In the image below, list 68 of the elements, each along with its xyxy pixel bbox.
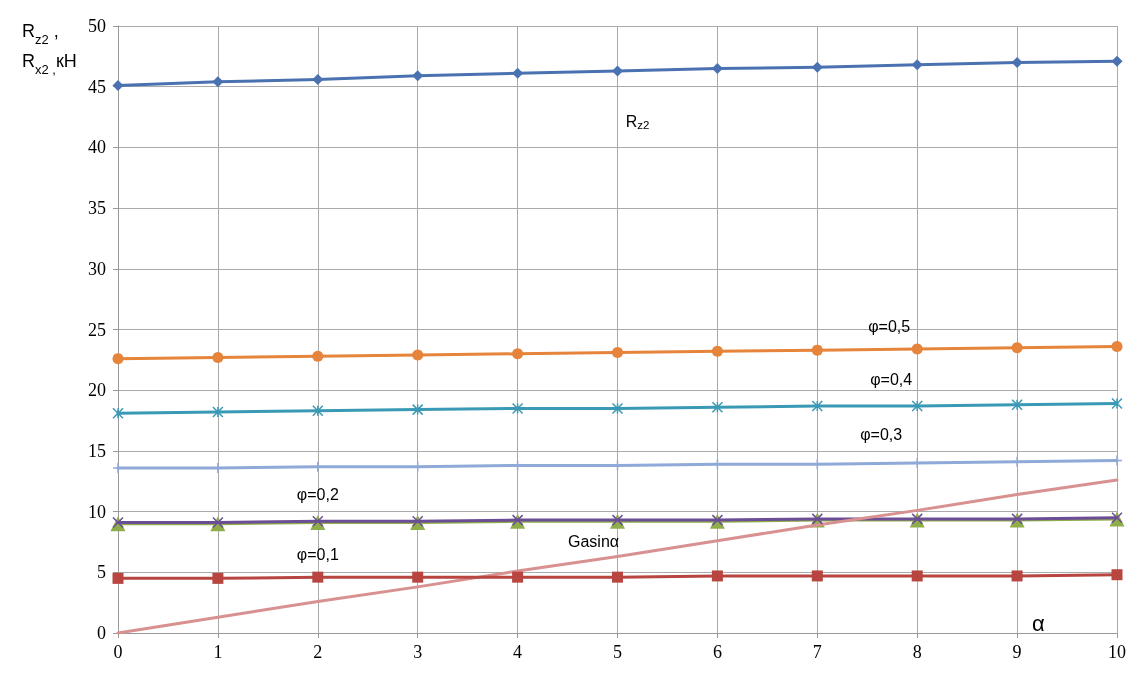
- point: [1011, 399, 1023, 411]
- point: [911, 570, 923, 582]
- point: [711, 345, 723, 357]
- y-tick-label: 30: [88, 258, 106, 279]
- y-tick-label: 50: [88, 16, 106, 36]
- point: [911, 343, 923, 355]
- point: [711, 401, 724, 413]
- y-tick-label: 20: [88, 380, 106, 401]
- point: [512, 571, 524, 583]
- y-tick-label: 10: [88, 501, 106, 522]
- point: [1111, 55, 1123, 67]
- series-label: φ=0,4: [870, 370, 913, 388]
- series-label: φ=0,5: [868, 317, 911, 335]
- point: [112, 79, 124, 91]
- x-tick-label: 5: [613, 642, 622, 662]
- point: [811, 400, 824, 412]
- x-tick-label: 4: [513, 642, 523, 662]
- x-axis-title: α: [1032, 610, 1045, 636]
- point: [711, 570, 723, 582]
- point: [312, 73, 324, 85]
- series-label: φ=0,1: [296, 546, 339, 564]
- point: [112, 353, 124, 365]
- x-tick-label: 1: [213, 642, 223, 662]
- x-tick-label: 7: [812, 642, 822, 662]
- point: [412, 571, 424, 583]
- y-tick-label: 5: [97, 562, 106, 583]
- x-tick-label: 2: [313, 642, 323, 662]
- point: [1011, 342, 1023, 354]
- point: [212, 351, 224, 363]
- point: [1011, 570, 1023, 582]
- x-tick-label: 9: [1012, 642, 1022, 662]
- point: [511, 402, 524, 415]
- point: [612, 65, 623, 77]
- point: [811, 344, 823, 356]
- point: [112, 407, 124, 420]
- series-label: φ=0,3: [860, 426, 903, 444]
- point: [512, 348, 524, 360]
- x-tick-label: 3: [413, 642, 423, 662]
- point: [112, 572, 124, 584]
- point: [312, 571, 324, 583]
- point: [911, 400, 923, 412]
- y-tick-label: 45: [88, 76, 106, 97]
- point: [911, 59, 923, 71]
- y-tick-label: 15: [88, 440, 106, 461]
- point: [612, 347, 623, 359]
- x-tick-label: 8: [912, 642, 922, 662]
- point: [1011, 56, 1023, 68]
- y-tick-label: 25: [88, 319, 106, 340]
- series-label: Gasinα: [567, 533, 620, 551]
- y-tick-label: 0: [97, 623, 106, 643]
- point: [811, 570, 823, 582]
- x-tick-label: 6: [712, 642, 722, 662]
- y-tick-label: 35: [88, 198, 106, 219]
- series-label: φ=0,2: [296, 486, 339, 504]
- y-tick-label: 40: [88, 137, 106, 158]
- point: [212, 406, 224, 418]
- point: [1111, 397, 1123, 410]
- x-tick-label: 0: [113, 642, 123, 662]
- point: [412, 349, 424, 361]
- point: [312, 350, 324, 362]
- point: [1111, 341, 1123, 352]
- point: [1111, 569, 1123, 581]
- x-tick-label: 10: [1108, 642, 1126, 662]
- point: [312, 405, 324, 417]
- point: [212, 572, 224, 584]
- point: [612, 571, 623, 583]
- point: [411, 403, 424, 416]
- point: [611, 402, 624, 415]
